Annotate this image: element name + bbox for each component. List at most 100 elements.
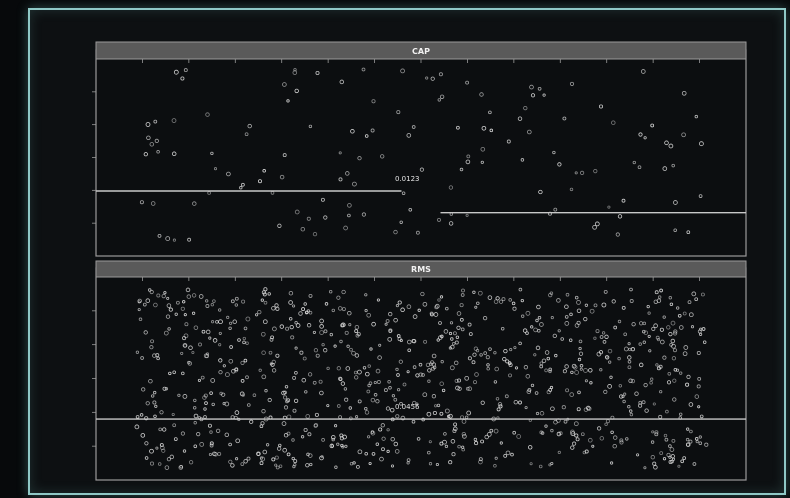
data-point xyxy=(212,299,216,303)
data-point xyxy=(576,407,581,412)
data-point xyxy=(259,456,264,460)
data-point xyxy=(682,456,687,460)
data-point xyxy=(574,433,579,438)
data-point xyxy=(472,290,476,294)
data-point xyxy=(375,368,381,374)
data-point xyxy=(542,93,546,97)
data-point xyxy=(511,301,516,306)
data-point xyxy=(274,463,278,467)
data-point xyxy=(283,395,288,400)
data-point xyxy=(652,461,657,466)
data-point xyxy=(395,367,399,372)
data-point xyxy=(604,422,608,427)
data-point xyxy=(612,435,618,440)
data-point xyxy=(163,330,169,336)
data-point xyxy=(204,401,208,405)
data-point xyxy=(336,366,341,371)
data-point xyxy=(163,291,167,295)
data-point xyxy=(441,388,446,393)
data-point xyxy=(193,421,197,425)
data-point xyxy=(651,326,656,331)
data-point xyxy=(692,462,697,466)
data-point xyxy=(478,457,483,462)
data-point xyxy=(687,300,692,304)
data-point xyxy=(494,456,498,460)
data-point xyxy=(306,216,311,221)
data-point xyxy=(262,449,268,455)
data-point xyxy=(699,141,704,147)
data-point xyxy=(375,442,379,446)
data-point xyxy=(185,287,191,293)
data-point xyxy=(385,406,391,411)
data-point xyxy=(698,441,703,445)
scatter-chart: CAP 0.0123 RMS 0.0456 xyxy=(92,41,747,481)
data-point xyxy=(139,413,144,417)
data-point xyxy=(480,439,485,444)
data-point xyxy=(493,380,498,384)
data-point xyxy=(210,378,216,383)
data-point xyxy=(157,462,162,466)
data-point xyxy=(260,331,266,337)
data-point xyxy=(436,403,441,408)
data-point xyxy=(700,292,705,297)
data-point xyxy=(154,138,159,143)
data-point xyxy=(336,404,341,408)
data-point xyxy=(431,353,437,359)
data-point xyxy=(218,343,222,347)
data-point xyxy=(183,313,187,317)
data-point xyxy=(428,462,433,466)
data-point xyxy=(673,228,677,232)
data-point xyxy=(655,363,659,367)
data-point xyxy=(243,358,248,363)
data-point xyxy=(396,334,401,338)
data-point xyxy=(604,334,609,339)
data-point xyxy=(562,116,567,121)
data-point xyxy=(159,410,164,415)
data-point xyxy=(347,203,352,208)
data-point xyxy=(421,373,425,377)
data-point xyxy=(564,364,569,369)
data-point xyxy=(294,370,298,375)
data-point xyxy=(510,452,514,457)
data-point xyxy=(552,333,557,339)
data-point xyxy=(144,441,149,446)
data-point xyxy=(698,194,703,198)
data-point xyxy=(157,233,162,238)
data-point xyxy=(672,378,677,383)
data-point xyxy=(565,292,570,297)
data-point xyxy=(618,384,622,388)
data-point xyxy=(393,397,398,402)
data-point xyxy=(662,315,666,319)
data-point xyxy=(193,413,199,419)
data-point xyxy=(594,221,600,227)
data-point xyxy=(205,329,211,335)
data-point xyxy=(344,444,348,448)
data-point xyxy=(650,377,654,381)
data-point xyxy=(262,292,267,297)
data-point xyxy=(448,185,454,190)
data-point xyxy=(166,296,170,300)
data-point xyxy=(172,423,177,428)
data-point xyxy=(331,435,336,440)
data-point xyxy=(569,81,575,86)
data-point xyxy=(688,312,694,318)
data-point xyxy=(599,368,603,372)
data-point xyxy=(135,415,140,419)
data-point xyxy=(592,224,597,230)
data-point xyxy=(638,362,644,368)
data-point xyxy=(529,462,533,466)
data-point xyxy=(691,291,697,297)
data-point xyxy=(493,464,497,468)
data-point xyxy=(465,386,470,391)
data-point xyxy=(570,431,576,436)
data-point xyxy=(697,377,702,381)
data-point xyxy=(411,419,416,424)
data-point xyxy=(149,345,154,350)
data-point xyxy=(134,424,140,430)
data-point xyxy=(644,408,649,413)
data-point xyxy=(205,299,209,303)
data-point xyxy=(444,444,449,449)
data-point xyxy=(282,82,287,87)
data-point xyxy=(176,300,180,305)
data-point xyxy=(165,236,171,241)
